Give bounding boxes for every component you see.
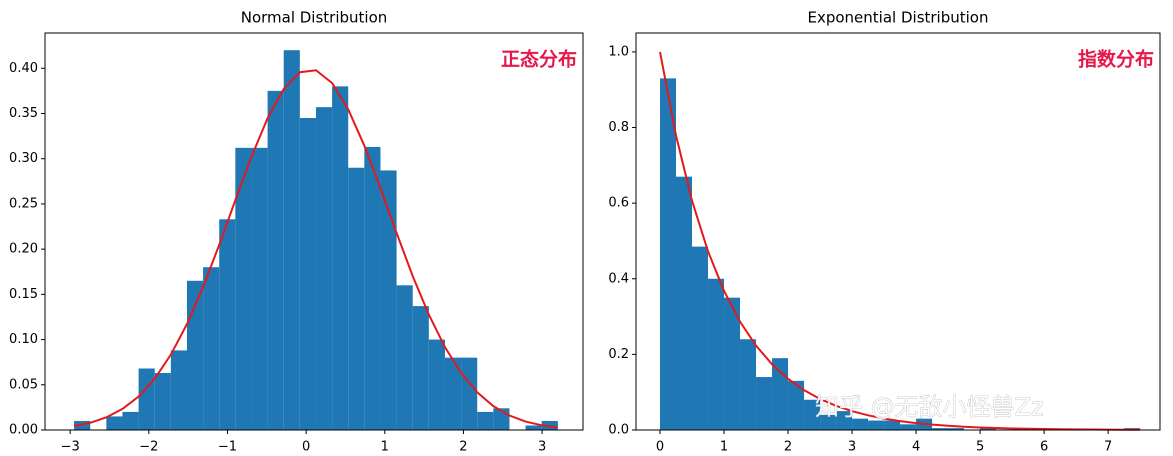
bar — [836, 411, 853, 430]
bar — [186, 280, 204, 430]
bar — [203, 267, 220, 430]
axes-frame — [44, 32, 584, 431]
bar — [74, 420, 91, 430]
y-tick-label: 0.0 — [608, 423, 629, 438]
bar — [380, 170, 397, 430]
y-tick-label: 0.10 — [9, 332, 38, 347]
bar — [219, 219, 236, 430]
x-tick-label: 1 — [381, 440, 389, 455]
bar — [740, 339, 757, 430]
y-tick-label: 0.25 — [9, 196, 38, 211]
bar — [884, 420, 901, 430]
y-tick-label: 0.6 — [608, 196, 629, 211]
x-tick-label: 1 — [720, 440, 728, 455]
bar — [676, 176, 693, 430]
x-tick-label: −2 — [139, 440, 158, 455]
fit-curve — [659, 51, 1141, 431]
bar — [170, 350, 187, 430]
annotation: 指数分布 — [1078, 48, 1154, 71]
bar — [315, 107, 333, 430]
bar — [692, 246, 709, 430]
bar — [412, 306, 429, 430]
y-tick-label: 0.2 — [608, 347, 629, 362]
bar — [396, 285, 413, 430]
bar — [932, 428, 949, 430]
bar — [364, 146, 381, 431]
bar — [804, 399, 821, 430]
x-tick-label: 6 — [1040, 440, 1048, 455]
watermark: 知乎 @无敌小怪兽Zz — [815, 393, 1044, 421]
y-tick-label: 0.35 — [9, 106, 38, 121]
bar — [660, 78, 677, 430]
bar — [461, 357, 478, 430]
bar — [283, 50, 300, 431]
x-tick-label: 3 — [848, 440, 856, 455]
y-tick-label: 0.40 — [9, 61, 38, 76]
bar — [868, 420, 885, 430]
x-tick-label: 2 — [459, 440, 467, 455]
bar — [267, 90, 284, 431]
bar — [444, 357, 462, 430]
bar — [756, 377, 773, 430]
bar — [772, 358, 789, 430]
x-tick-label: −1 — [218, 440, 237, 455]
bar — [477, 411, 494, 430]
x-tick-label: 0 — [302, 440, 310, 455]
annotation: 正态分布 — [501, 48, 577, 71]
bar — [525, 425, 542, 430]
y-tick-label: 0.20 — [9, 242, 38, 257]
bar — [235, 147, 252, 430]
y-tick-label: 0.30 — [9, 151, 38, 166]
bar — [154, 373, 171, 430]
bar — [900, 424, 917, 430]
bar — [332, 86, 349, 431]
x-tick-label: −3 — [61, 440, 80, 455]
fit-curve — [73, 69, 558, 429]
bar — [299, 118, 316, 430]
x-tick-label: 7 — [1104, 440, 1112, 455]
chart-title: Normal Distribution — [241, 9, 388, 27]
bar — [251, 147, 268, 430]
x-tick-label: 0 — [656, 440, 664, 455]
chart-title: Exponential Distribution — [808, 9, 989, 27]
bar — [948, 428, 965, 430]
bar — [820, 414, 837, 430]
x-tick-label: 5 — [976, 440, 984, 455]
bar — [138, 368, 155, 430]
x-tick-label: 4 — [912, 440, 920, 455]
x-tick-label: 2 — [784, 440, 792, 455]
bar — [852, 418, 869, 430]
y-tick-label: 0.4 — [608, 271, 629, 286]
bar — [724, 297, 741, 430]
axes-frame — [635, 32, 1161, 431]
bar — [122, 411, 139, 430]
bar — [980, 428, 997, 430]
y-tick-label: 1.0 — [608, 44, 629, 59]
y-tick-label: 0.15 — [9, 287, 38, 302]
bar — [106, 416, 123, 430]
y-tick-label: 0.8 — [608, 120, 629, 135]
y-tick-label: 0.00 — [9, 423, 38, 438]
bar — [788, 380, 805, 430]
x-tick-label: 3 — [538, 440, 546, 455]
bar — [708, 278, 725, 430]
bar — [348, 167, 365, 430]
y-tick-label: 0.05 — [9, 377, 38, 392]
bar — [428, 339, 445, 430]
